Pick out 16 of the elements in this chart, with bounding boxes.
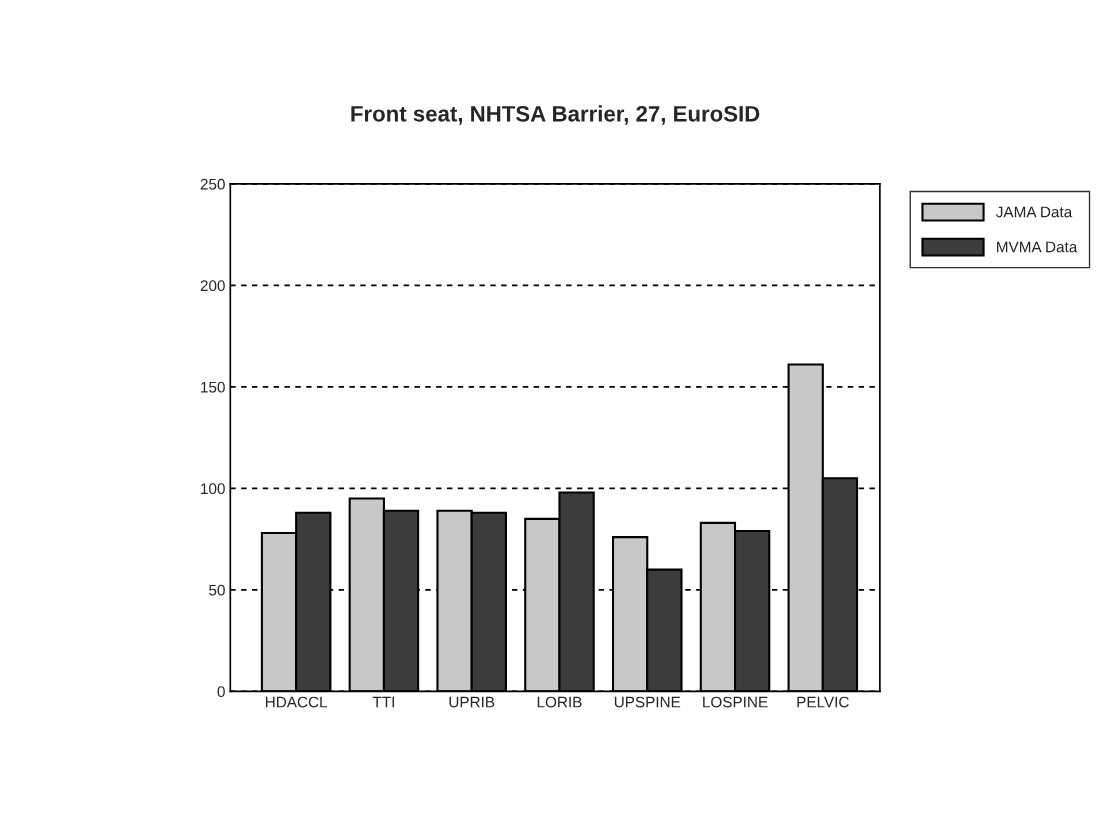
y-tick-label: 100 (201, 483, 225, 495)
y-tick-label: 0 (217, 686, 225, 698)
legend-label: MVMA Data (997, 241, 1078, 253)
legend-label: JAMA Data (996, 206, 1073, 218)
x-tick-label: HDACCL (265, 696, 328, 708)
x-tick-label: TTI (372, 696, 394, 708)
x-tick-label: PELVIC (797, 696, 849, 708)
x-tick-label: UPRIB (449, 696, 495, 708)
chart-title: Front seat, NHTSA Barrier, 27, EuroSID (351, 105, 760, 125)
x-tick-label: LOSPINE (703, 696, 768, 708)
y-tick-label: 250 (200, 178, 225, 190)
x-tick-label: LORIB (537, 696, 582, 708)
x-tick-label: UPSPINE (614, 696, 681, 708)
y-tick-label: 200 (200, 280, 225, 292)
y-tick-label: 50 (209, 584, 225, 596)
y-tick-label: 150 (201, 381, 225, 393)
